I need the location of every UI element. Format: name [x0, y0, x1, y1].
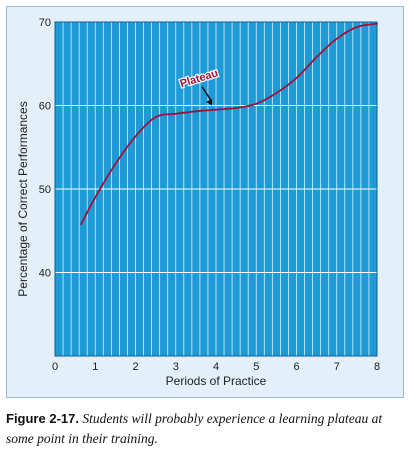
- annotation-arrowhead: [206, 98, 212, 106]
- x-axis-label: Periods of Practice: [166, 374, 267, 388]
- x-tick-label: 8: [374, 361, 380, 373]
- learning-curve-chart: 0 1 2 3 4 5 6 7 8 40 50 60 70 Periods of Practice Perc…: [16, 17, 380, 388]
- x-tick-label: 7: [334, 361, 340, 373]
- y-tick-label: 70: [39, 17, 51, 29]
- x-tick-label: 4: [213, 361, 219, 373]
- y-tick-label: 40: [39, 268, 51, 280]
- y-axis-label: Percentage of Correct Performances: [16, 101, 30, 296]
- x-tick-label: 3: [173, 361, 179, 373]
- x-tick-label: 1: [92, 361, 98, 373]
- plot-frame: [54, 21, 378, 357]
- x-tick-label: 0: [52, 361, 58, 373]
- annotation-arrow-line: [201, 86, 213, 103]
- caption-text: Students will probably experience a lear…: [6, 411, 383, 446]
- grid: [55, 22, 377, 356]
- x-tick-label: 2: [132, 361, 138, 373]
- x-tick-label: 6: [293, 361, 299, 373]
- series-line: [80, 22, 378, 225]
- figure-caption: Figure 2-17. Students will probably expe…: [6, 409, 406, 449]
- y-tick-label: 60: [39, 101, 51, 113]
- y-tick-label: 50: [39, 184, 51, 196]
- x-tick-label: 5: [253, 361, 259, 373]
- caption-label: Figure 2-17.: [6, 411, 79, 426]
